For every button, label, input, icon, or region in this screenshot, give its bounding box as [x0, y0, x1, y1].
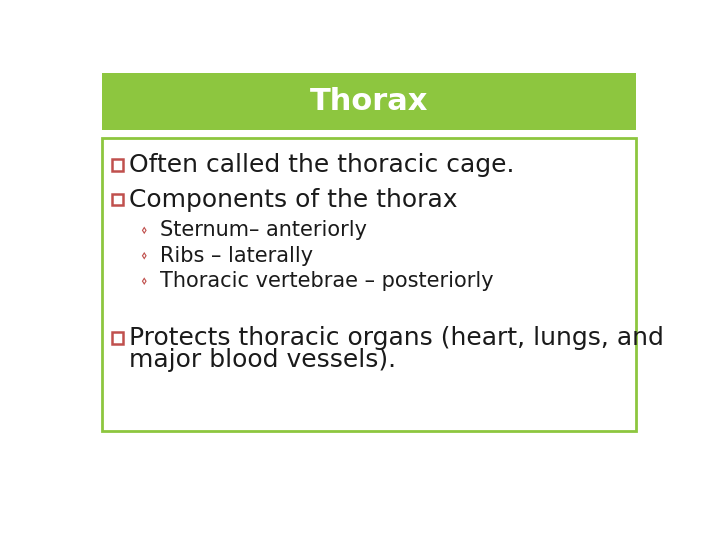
Text: Thoracic vertebrae – posteriorly: Thoracic vertebrae – posteriorly — [160, 271, 493, 291]
Text: Sternum– anteriorly: Sternum– anteriorly — [160, 220, 366, 240]
Bar — [112, 194, 123, 205]
Text: Protects thoracic organs (heart, lungs, and: Protects thoracic organs (heart, lungs, … — [129, 326, 664, 350]
Bar — [112, 333, 123, 344]
Bar — [112, 159, 123, 171]
Text: Thorax: Thorax — [310, 87, 428, 116]
Text: major blood vessels).: major blood vessels). — [129, 348, 396, 372]
FancyBboxPatch shape — [102, 72, 636, 130]
Text: Often called the thoracic cage.: Often called the thoracic cage. — [129, 153, 514, 177]
Polygon shape — [143, 254, 145, 258]
Polygon shape — [143, 280, 145, 283]
Polygon shape — [142, 227, 147, 234]
FancyBboxPatch shape — [102, 138, 636, 430]
Polygon shape — [143, 228, 145, 232]
Text: Components of the thorax: Components of the thorax — [129, 187, 457, 212]
Polygon shape — [142, 252, 147, 260]
Polygon shape — [142, 278, 147, 285]
Text: Ribs – laterally: Ribs – laterally — [160, 246, 313, 266]
